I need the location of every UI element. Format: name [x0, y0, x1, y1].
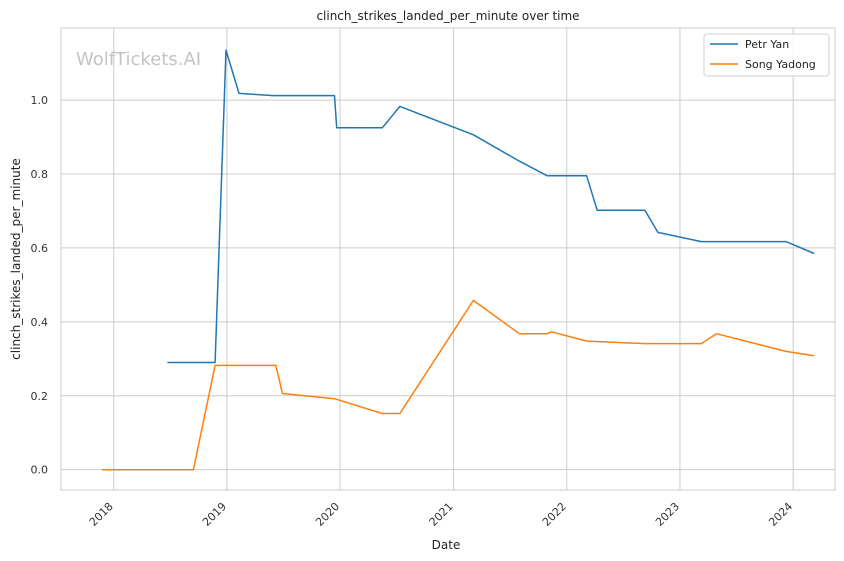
series-layer — [102, 49, 815, 471]
x-axis-label: Date — [432, 538, 461, 552]
series-line-1 — [102, 299, 815, 471]
watermark: WolfTickets.AI — [76, 49, 201, 70]
series-line-0 — [167, 49, 815, 364]
legend: Petr Yan Song Yadong — [703, 33, 830, 77]
y-axis-label: clinch_strikes_landed_per_minute — [9, 158, 23, 360]
chart-title: clinch_strikes_landed_per_minute over ti… — [316, 9, 579, 23]
legend-label: Petr Yan — [745, 38, 789, 51]
legend-label: Song Yadong — [745, 58, 816, 71]
plot-frame — [60, 27, 836, 491]
y-tick-label: 0.2 — [31, 390, 49, 403]
plot-area — [61, 28, 835, 490]
y-tick-label: 0.0 — [31, 464, 49, 477]
y-tick-label: 1.0 — [31, 94, 49, 107]
y-tick-label: 0.8 — [31, 168, 49, 181]
y-tick-label: 0.6 — [31, 242, 49, 255]
y-tick-label: 0.4 — [31, 316, 49, 329]
y-axis-ticks: 0.0 0.2 0.4 0.6 0.8 1.0 — [31, 94, 49, 477]
